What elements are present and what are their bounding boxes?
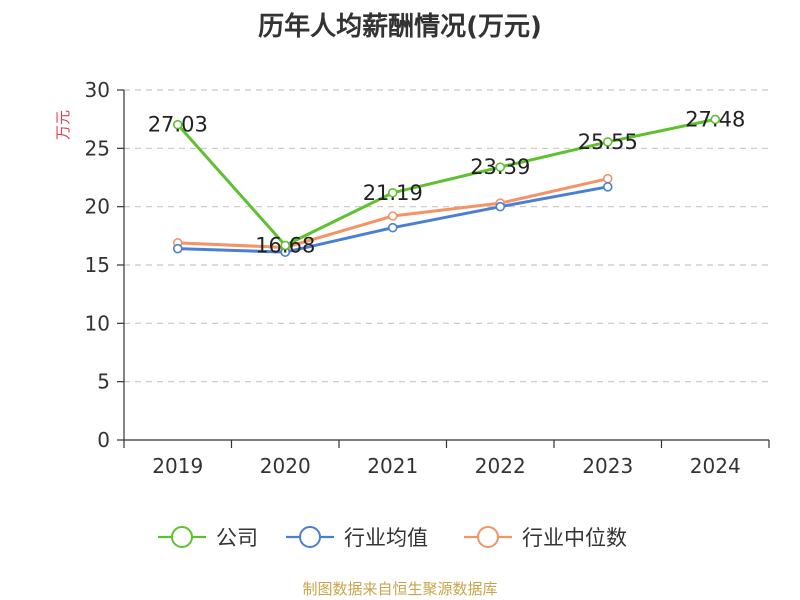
data-label: 27.03: [148, 113, 208, 137]
x-tick-label: 2022: [475, 454, 526, 478]
data-label: 16.68: [255, 233, 315, 257]
y-tick-label: 0: [97, 428, 110, 452]
axes: [117, 89, 770, 448]
grid-lines: [124, 89, 769, 383]
data-point: [710, 114, 721, 125]
legend-label: 行业均值: [344, 526, 428, 550]
legend: 公司 行业均值 行业中位数: [158, 526, 627, 550]
y-tick-label: 10: [85, 311, 110, 335]
y-tick-label: 20: [85, 195, 110, 219]
y-axis-label: 万元: [54, 110, 72, 140]
data-point: [602, 137, 613, 147]
legend-marker: [299, 526, 321, 548]
source-footer: 制图数据来自恒生聚源数据库: [302, 580, 498, 598]
data-point: [387, 222, 398, 233]
y-tick-label: 30: [85, 78, 110, 102]
data-label: 25.55: [578, 130, 638, 154]
y-tick-label: 15: [85, 253, 110, 277]
series-line-1: [176, 117, 716, 247]
data-point: [602, 182, 613, 192]
data-point: [172, 119, 183, 130]
chart-title: 历年人均薪酬情况(万元): [258, 12, 542, 42]
data-label: 23.39: [470, 155, 530, 179]
y-tick-label: 25: [85, 136, 110, 160]
x-tick-label: 2019: [152, 454, 203, 478]
legend-label: 行业中位数: [522, 526, 627, 550]
data-label: 27.48: [685, 107, 745, 131]
x-tick-label: 2023: [582, 454, 633, 478]
data-point: [387, 211, 398, 221]
data-label: 21.19: [363, 181, 423, 205]
y-tick-labels: 0 5 10 15 20 25 30: [85, 78, 110, 452]
legend-label: 公司: [216, 526, 258, 550]
data-point: [280, 240, 291, 251]
legend-marker: [171, 526, 193, 548]
x-tick-label: 2021: [367, 454, 418, 478]
x-tick-labels: 2019 2020 2021 2022 2023 2024: [152, 454, 740, 478]
y-tick-label: 5: [97, 370, 110, 394]
data-point: [172, 243, 183, 254]
data-labels: 27.03 16.68 21.19 23.39 25.55 27.48: [148, 107, 746, 257]
legend-marker: [477, 526, 499, 548]
series-lines: [172, 114, 721, 257]
x-tick-label: 2024: [690, 454, 741, 478]
x-tick-label: 2020: [260, 454, 311, 478]
data-point: [387, 187, 398, 198]
data-point: [495, 201, 506, 212]
data-point: [602, 173, 613, 184]
data-point: [495, 162, 506, 172]
